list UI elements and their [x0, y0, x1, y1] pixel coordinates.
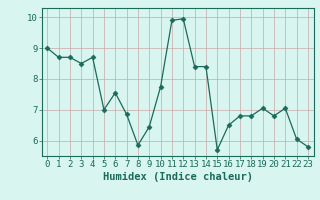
X-axis label: Humidex (Indice chaleur): Humidex (Indice chaleur) — [103, 172, 252, 182]
